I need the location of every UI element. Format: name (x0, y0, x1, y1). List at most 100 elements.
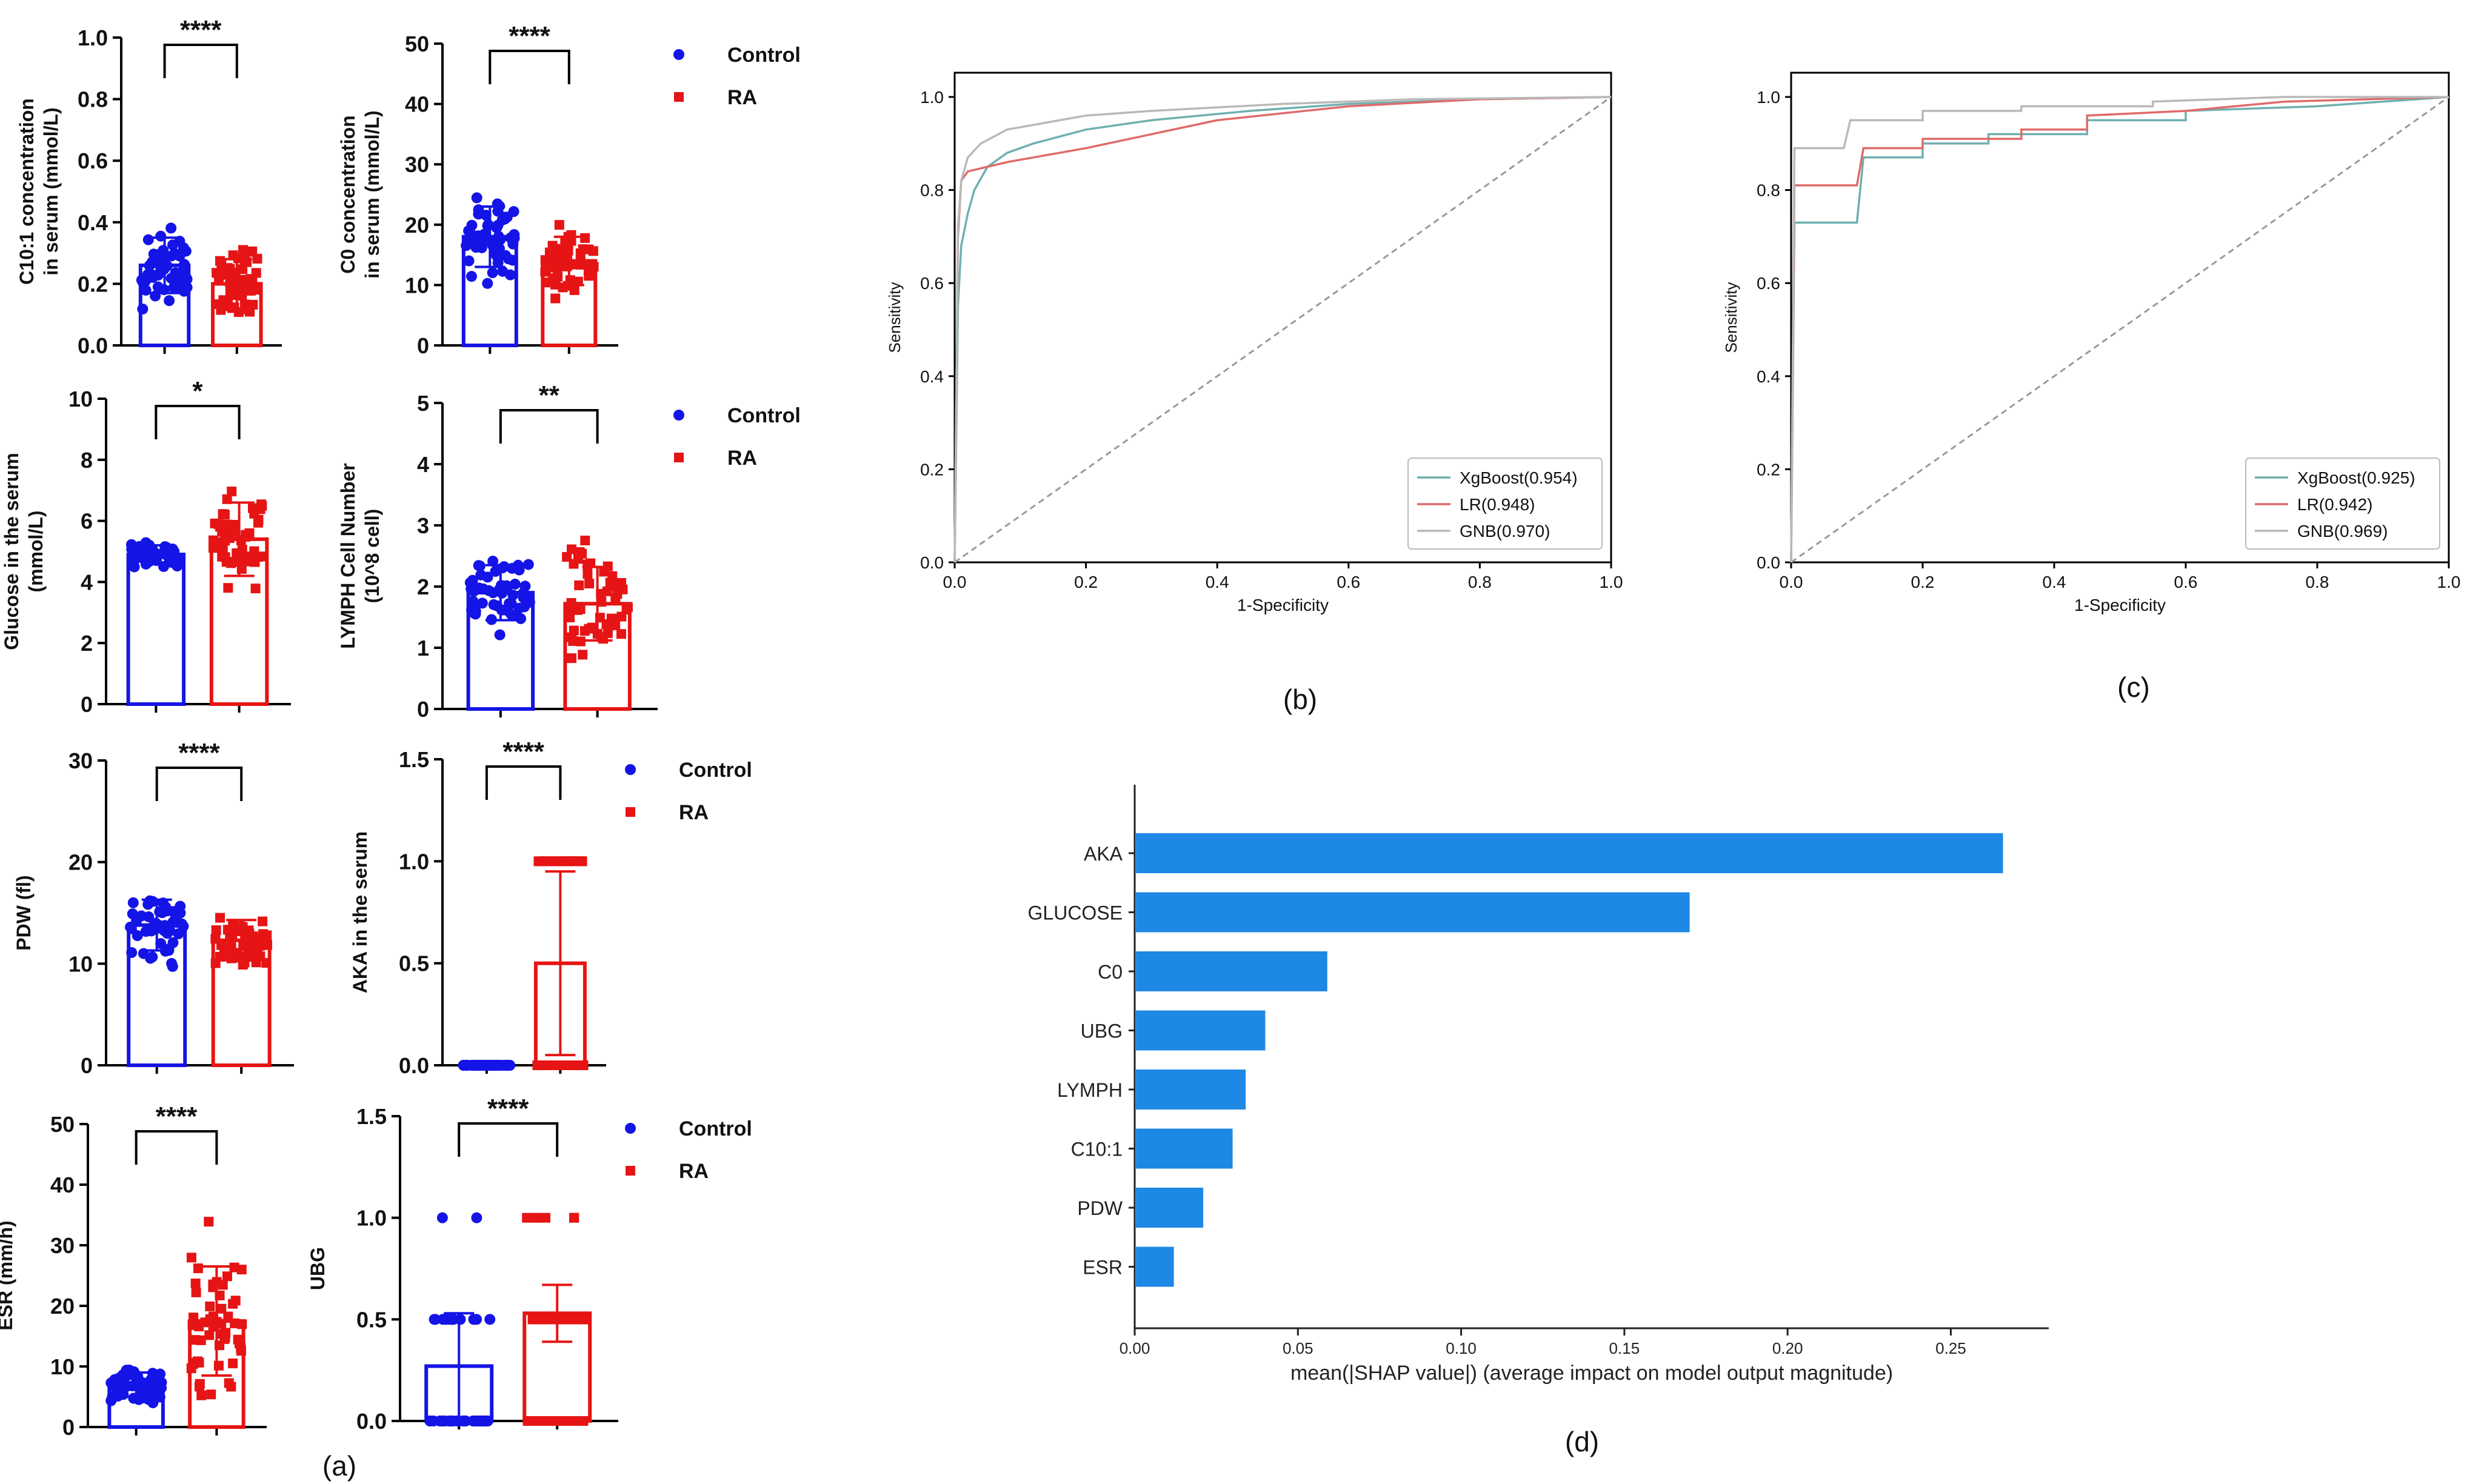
legend-label: GNB(0.969) (2297, 522, 2388, 541)
y-axis-label: AKA in the serum (349, 831, 371, 993)
data-point-ra (218, 1280, 228, 1290)
data-point-ra (565, 612, 575, 622)
data-point-control (437, 1314, 449, 1325)
shap-bar-c101 (1136, 1128, 1233, 1169)
y-axis-label: C0 concentration in serum (mmol/L) (337, 110, 383, 278)
data-point-ra (210, 958, 221, 968)
data-point-ra (233, 1334, 243, 1345)
data-point-ra (572, 605, 582, 615)
panel-label-a: (a) (322, 1450, 356, 1482)
data-point-ra (587, 622, 597, 633)
data-point-ra (574, 580, 584, 590)
shap-bar-ubg (1136, 1010, 1266, 1051)
data-point-ra (559, 856, 570, 867)
data-point-control (429, 1314, 440, 1325)
y-tick-label: 8 (81, 448, 93, 473)
y-tick-label: 6 (81, 509, 93, 534)
data-point-ra (205, 1301, 215, 1311)
y-tick-label: 1.5 (356, 1104, 387, 1129)
significance-label: **** (156, 1102, 198, 1131)
data-point-control (471, 192, 482, 204)
data-point-ra (228, 250, 238, 261)
y-tick-label: 0.4 (78, 210, 108, 235)
shap-bar-c0 (1136, 951, 1327, 991)
panel-a-bar-charts: 0.0 0.2 0.4 0.6 0.8 1.0 C10:1 concentration in … (0, 15, 801, 1440)
data-point-ra (527, 1416, 538, 1426)
legend-label: LR(0.948) (1460, 495, 1535, 514)
data-point-ra (191, 1287, 201, 1297)
x-axis-label: mean(|SHAP value|) (average impact on mo… (1290, 1362, 1893, 1385)
data-point-ra (601, 619, 612, 629)
data-point-ra (616, 577, 627, 588)
data-point-ra (190, 1335, 200, 1345)
data-point-ra (241, 530, 251, 540)
bar-chart-c101: 0.0 0.2 0.4 0.6 0.8 1.0 C10:1 concentration in … (16, 15, 801, 358)
data-point-control (473, 560, 484, 571)
shap-bar-pdw (1136, 1188, 1204, 1228)
bar-chart-aka: 0.0 0.5 1.0 1.5 AKA in the serum **** (349, 737, 606, 1078)
data-point-ra (549, 856, 559, 867)
data-point-control (136, 551, 147, 562)
roc-curve-gnb (1790, 96, 2449, 563)
data-point-ra (530, 1213, 540, 1223)
data-point-ra (218, 520, 228, 530)
data-point-control (473, 208, 484, 220)
data-point-control (447, 1314, 459, 1325)
data-point-ra (250, 584, 261, 594)
data-point-ra (586, 268, 596, 278)
legend-marker-ra (626, 1166, 635, 1176)
data-point-ra (213, 1360, 224, 1371)
data-point-ra (576, 856, 586, 867)
data-point-control (496, 215, 508, 226)
legend-marker-control (625, 764, 636, 775)
data-point-control (466, 219, 478, 231)
y-tick-label: 0 (417, 333, 429, 358)
data-point-control (164, 295, 175, 307)
data-point-ra (236, 275, 247, 285)
y-tick-label: 40 (50, 1173, 75, 1197)
plot-frame (1790, 72, 2450, 564)
data-point-control (167, 937, 179, 948)
data-point-ra (194, 1357, 204, 1368)
data-point-ra (541, 266, 551, 276)
plot-frame (953, 72, 1612, 564)
significance-label: **** (502, 737, 544, 767)
data-point-ra (539, 856, 549, 867)
data-point-ra (582, 568, 593, 579)
data-point-ra (227, 487, 237, 497)
bar-chart-pdw: 0 10 20 30 PDW (fl) **** Control RA (13, 738, 752, 1078)
legend-marker-control (625, 1123, 636, 1134)
y-tick-label: ESR (1083, 1257, 1123, 1279)
data-point-control (181, 282, 193, 293)
data-point-ra (211, 925, 221, 935)
y-tick-label: 0.8 (78, 87, 108, 112)
y-tick-label: 0.6 (78, 148, 108, 173)
legend-label-ra: RA (727, 86, 757, 109)
data-point-control (487, 556, 499, 567)
y-tick-label: 40 (405, 92, 429, 117)
data-point-ra (236, 1265, 247, 1275)
y-tick-label: 0 (417, 697, 429, 722)
significance-label: * (192, 376, 203, 406)
data-point-ra (228, 1358, 238, 1368)
data-point-ra (236, 1343, 246, 1353)
data-point-ra (535, 1314, 545, 1325)
data-point-ra (219, 1334, 230, 1344)
data-point-ra (238, 922, 248, 932)
legend-label-control: Control (679, 1117, 752, 1140)
shap-bar-glucose (1136, 892, 1690, 933)
data-point-control (522, 559, 534, 570)
bar-chart-c0: 0 10 20 30 40 50 C0 concentration in serum (mmo… (337, 21, 618, 358)
y-tick-label: 0 (81, 1053, 93, 1078)
panel-c-roc-chart: 0.0 0.2 0.4 0.6 0.8 1.0 0.0 0.2 0.4 0.6 0.8 1.0 1-Sp… (1722, 72, 2460, 614)
data-point-ra (550, 273, 561, 284)
x-tick-label: 0.2 (1911, 573, 1935, 591)
x-tick-label: 0.4 (2043, 573, 2066, 591)
data-point-control (490, 565, 501, 577)
data-point-control (178, 265, 189, 276)
data-point-control (490, 249, 502, 261)
data-point-control (155, 938, 167, 950)
x-tick-label: 0.0 (1780, 573, 1803, 591)
data-point-ra (220, 267, 230, 278)
data-point-control (478, 583, 489, 594)
